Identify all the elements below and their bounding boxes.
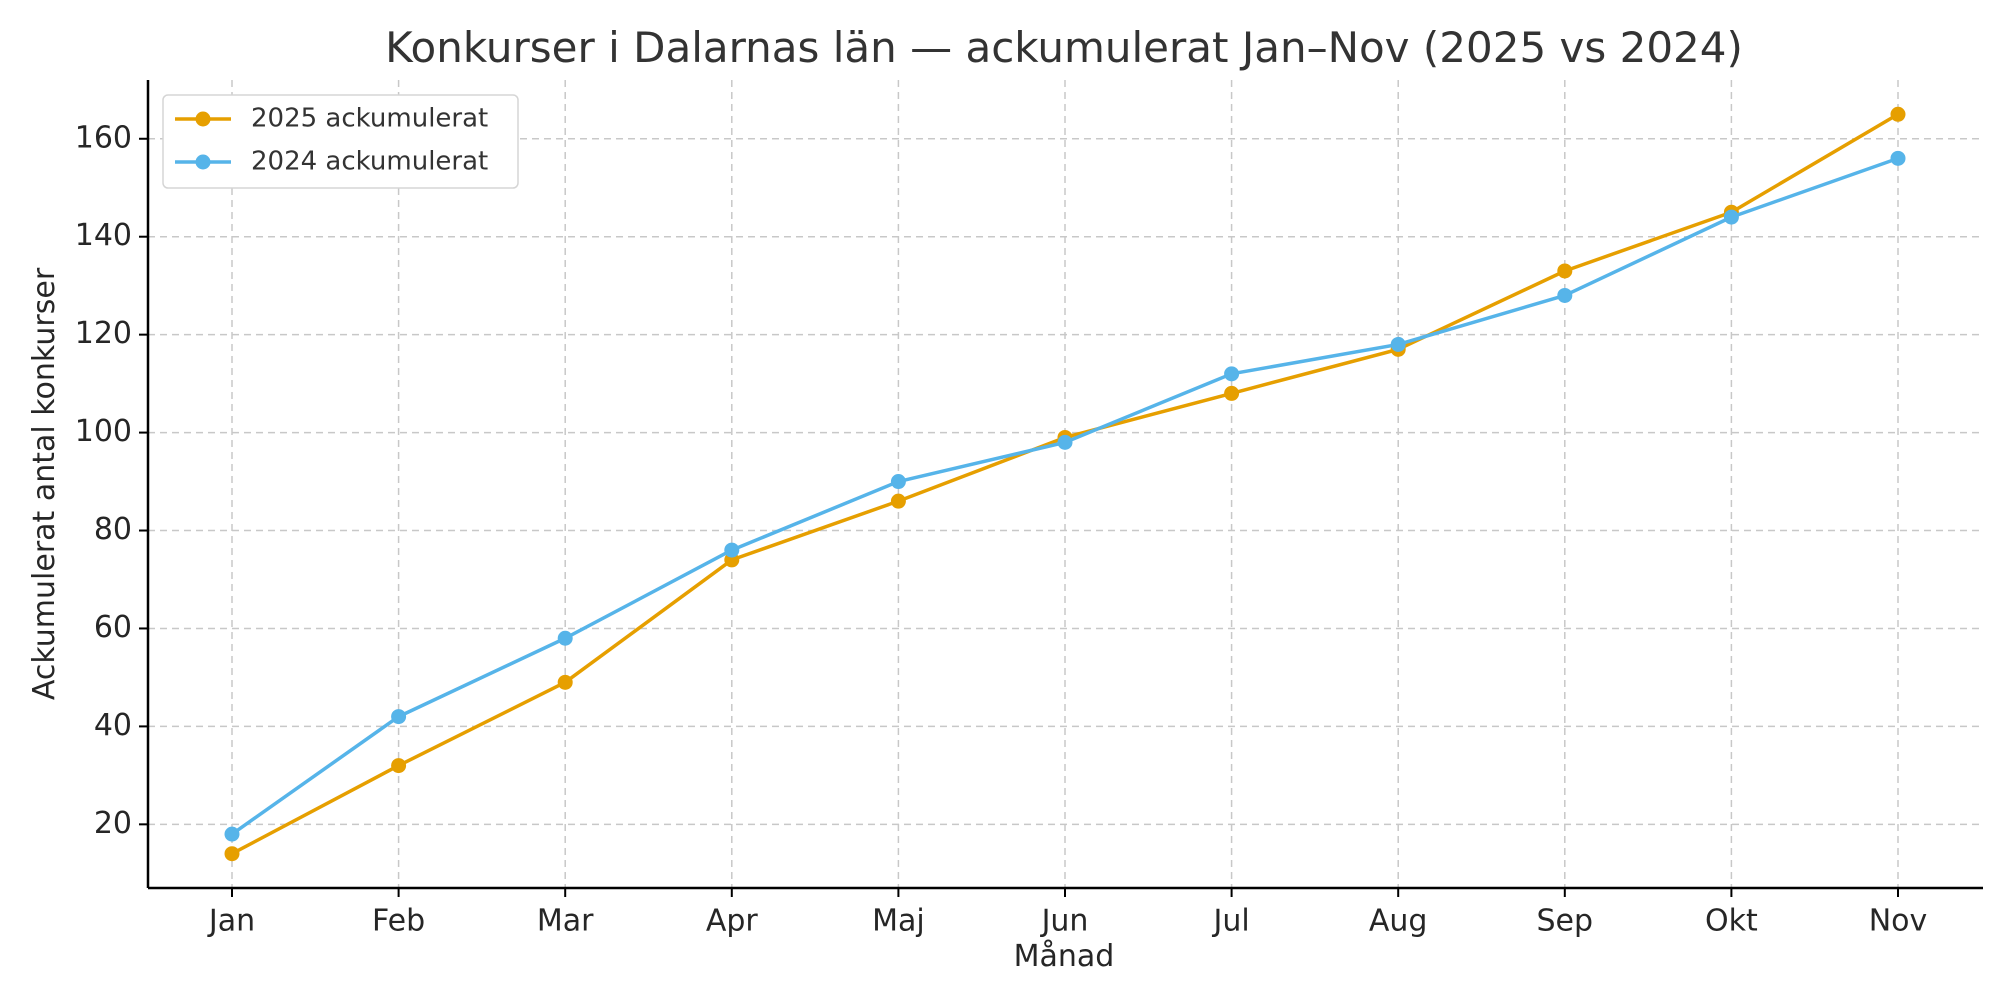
- y-tick-label: 120: [75, 316, 132, 351]
- data-point: [391, 709, 407, 725]
- data-point: [724, 542, 740, 558]
- legend-label: 2025 ackumulerat: [251, 104, 488, 134]
- x-axis-label: Månad: [1014, 939, 1115, 974]
- x-tick-label: Feb: [372, 904, 425, 939]
- x-axis-ticks: Jan Feb Mar Apr Maj Jun Jul Aug Sep Okt Nov: [207, 888, 1927, 939]
- y-tick-label: 80: [94, 512, 132, 547]
- legend: 2025 ackumulerat 2024 ackumulerat: [162, 94, 519, 189]
- data-point: [224, 826, 240, 842]
- data-point: [1390, 336, 1406, 352]
- legend-item: 2024 ackumulerat: [175, 147, 488, 177]
- data-point: [890, 474, 906, 490]
- y-axis-label: Ackumulerat antal konkurser: [27, 267, 62, 700]
- x-tick-label: Nov: [1869, 904, 1928, 939]
- y-axis-ticks: 20 40 60 80 100 120 140 160: [75, 120, 148, 841]
- series-group: [224, 150, 1906, 842]
- x-tick-label: Jun: [1040, 904, 1089, 939]
- legend-label: 2024 ackumulerat: [251, 147, 488, 177]
- x-tick-label: Jul: [1211, 904, 1249, 939]
- y-tick-label: 40: [94, 708, 132, 743]
- data-point: [1890, 150, 1906, 166]
- data-point: [1557, 263, 1573, 279]
- x-tick-label: Mar: [537, 904, 594, 939]
- x-tick-label: Okt: [1705, 904, 1758, 939]
- legend-box: [162, 94, 519, 189]
- legend-marker: [195, 154, 211, 170]
- data-point: [1890, 106, 1906, 122]
- data-point: [557, 674, 573, 690]
- grid: [148, 80, 1983, 888]
- data-point: [890, 493, 906, 509]
- series-group: [224, 106, 1906, 862]
- x-tick-label: Aug: [1369, 904, 1428, 939]
- data-point: [1557, 287, 1573, 303]
- y-tick-label: 100: [75, 414, 132, 449]
- data-point: [1224, 366, 1240, 382]
- legend-item: 2025 ackumulerat: [175, 104, 488, 134]
- legend-marker: [195, 111, 211, 127]
- x-tick-label: Sep: [1537, 904, 1594, 939]
- x-tick-label: Maj: [872, 904, 925, 939]
- data-point: [1224, 385, 1240, 401]
- y-tick-label: 140: [75, 218, 132, 253]
- y-tick-label: 160: [75, 120, 132, 155]
- y-tick-label: 60: [94, 610, 132, 645]
- series: [224, 106, 1906, 862]
- y-tick-label: 20: [94, 806, 132, 841]
- x-tick-label: Jan: [207, 904, 255, 939]
- x-tick-label: Apr: [706, 904, 759, 939]
- data-point: [391, 758, 407, 774]
- data-point: [557, 630, 573, 646]
- data-point: [1723, 209, 1739, 225]
- chart-title: Konkurser i Dalarnas län — ackumulerat J…: [385, 23, 1743, 72]
- data-point: [224, 846, 240, 862]
- data-point: [1057, 434, 1073, 450]
